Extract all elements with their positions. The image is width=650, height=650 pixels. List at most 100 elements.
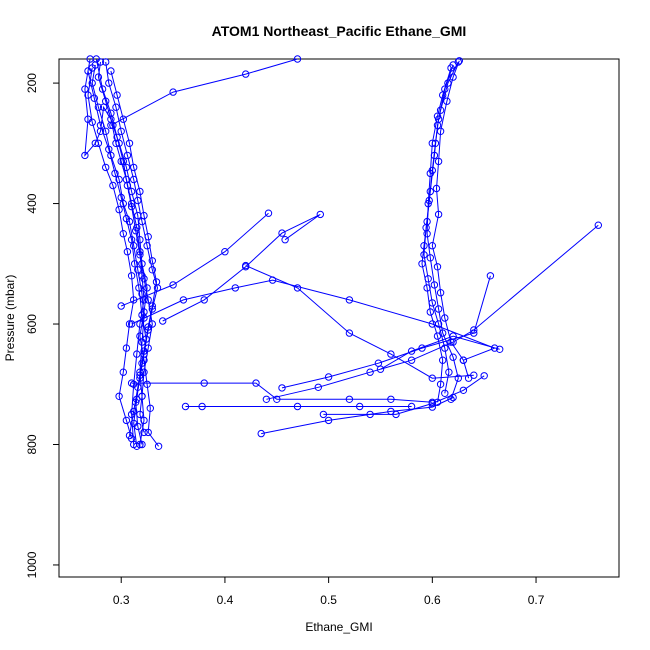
data-point <box>426 308 434 316</box>
series-line <box>121 212 269 307</box>
data-point <box>430 281 439 289</box>
data-point <box>113 91 121 99</box>
data-point <box>387 350 395 358</box>
data-point <box>434 210 443 219</box>
data-point <box>434 157 443 166</box>
data-point <box>436 106 445 114</box>
data-point <box>117 127 125 136</box>
data-point <box>434 320 443 328</box>
data-point <box>392 410 400 419</box>
series-line <box>281 275 491 389</box>
data-point <box>169 88 177 96</box>
data-point <box>454 374 462 382</box>
data-point <box>387 395 395 403</box>
x-tick-label: 0.7 <box>528 593 545 607</box>
data-point <box>136 187 144 196</box>
data-point <box>154 442 163 450</box>
data-point <box>90 94 99 102</box>
data-point <box>594 221 602 229</box>
series-11 <box>159 210 324 325</box>
data-point <box>123 248 132 256</box>
data-point <box>423 284 431 292</box>
series-22 <box>420 61 457 397</box>
data-point <box>144 233 152 241</box>
data-point <box>447 338 455 346</box>
data-point <box>81 151 89 160</box>
data-point <box>130 419 138 428</box>
y-tick-label: 400 <box>25 193 39 213</box>
data-point <box>123 151 132 160</box>
series-19 <box>319 372 488 419</box>
data-point <box>112 103 120 111</box>
data-point <box>127 320 136 328</box>
data-point <box>88 118 96 126</box>
data-point <box>84 67 92 75</box>
series-6 <box>92 55 157 437</box>
data-point <box>231 284 240 292</box>
data-point <box>293 402 302 411</box>
data-point <box>113 133 121 142</box>
series-line <box>323 375 485 415</box>
data-point <box>81 85 89 93</box>
data-point <box>107 67 115 75</box>
data-point <box>439 91 447 99</box>
data-point <box>133 442 141 450</box>
data-point <box>439 356 447 364</box>
data-point <box>115 175 123 184</box>
data-point <box>144 296 152 304</box>
data-point <box>314 383 322 391</box>
data-point <box>94 139 103 148</box>
data-point <box>130 163 138 172</box>
series-line <box>95 58 153 433</box>
data-point <box>105 145 113 154</box>
y-axis-label: Pressure (mbar) <box>3 275 17 362</box>
data-point <box>122 163 131 172</box>
data-point <box>143 284 151 292</box>
series-line <box>266 224 599 400</box>
x-tick-label: 0.4 <box>217 593 234 607</box>
data-point <box>98 85 107 93</box>
data-point <box>115 205 123 214</box>
data-point <box>433 112 442 120</box>
data-point <box>117 302 125 310</box>
y-tick-label: 1000 <box>25 551 39 578</box>
data-point <box>281 236 289 244</box>
data-point <box>136 371 144 379</box>
data-point <box>242 70 250 78</box>
y-axis: 200 400 600 800 1000 <box>25 73 60 578</box>
series-10 <box>117 209 273 310</box>
data-point <box>92 55 101 63</box>
data-point <box>316 210 324 219</box>
x-axis-label: Ethane_GMI <box>305 620 372 634</box>
series-24 <box>428 57 473 382</box>
series-line <box>110 58 298 126</box>
data-point <box>449 353 457 361</box>
data-point <box>490 344 499 352</box>
series-line <box>245 265 474 379</box>
data-point <box>111 169 119 178</box>
data-point <box>119 115 128 123</box>
data-point <box>273 395 281 403</box>
data-point <box>441 314 449 322</box>
data-point <box>148 257 157 265</box>
data-point <box>319 410 328 419</box>
data-point <box>424 199 432 208</box>
data-point <box>122 214 131 223</box>
data-point <box>102 163 110 172</box>
data-point <box>119 157 128 166</box>
data-point <box>109 181 117 190</box>
data-point <box>455 57 463 65</box>
data-point <box>144 428 152 437</box>
data-point <box>242 261 250 270</box>
data-point <box>433 263 442 271</box>
data-point <box>434 305 443 313</box>
y-tick-label: 200 <box>25 73 39 93</box>
y-tick-label: 600 <box>25 314 39 334</box>
data-point <box>94 103 103 111</box>
data-point <box>105 79 113 87</box>
data-point <box>376 365 385 373</box>
data-point <box>428 139 436 148</box>
data-point <box>127 236 136 244</box>
data-point <box>441 344 449 352</box>
data-point <box>433 398 442 406</box>
